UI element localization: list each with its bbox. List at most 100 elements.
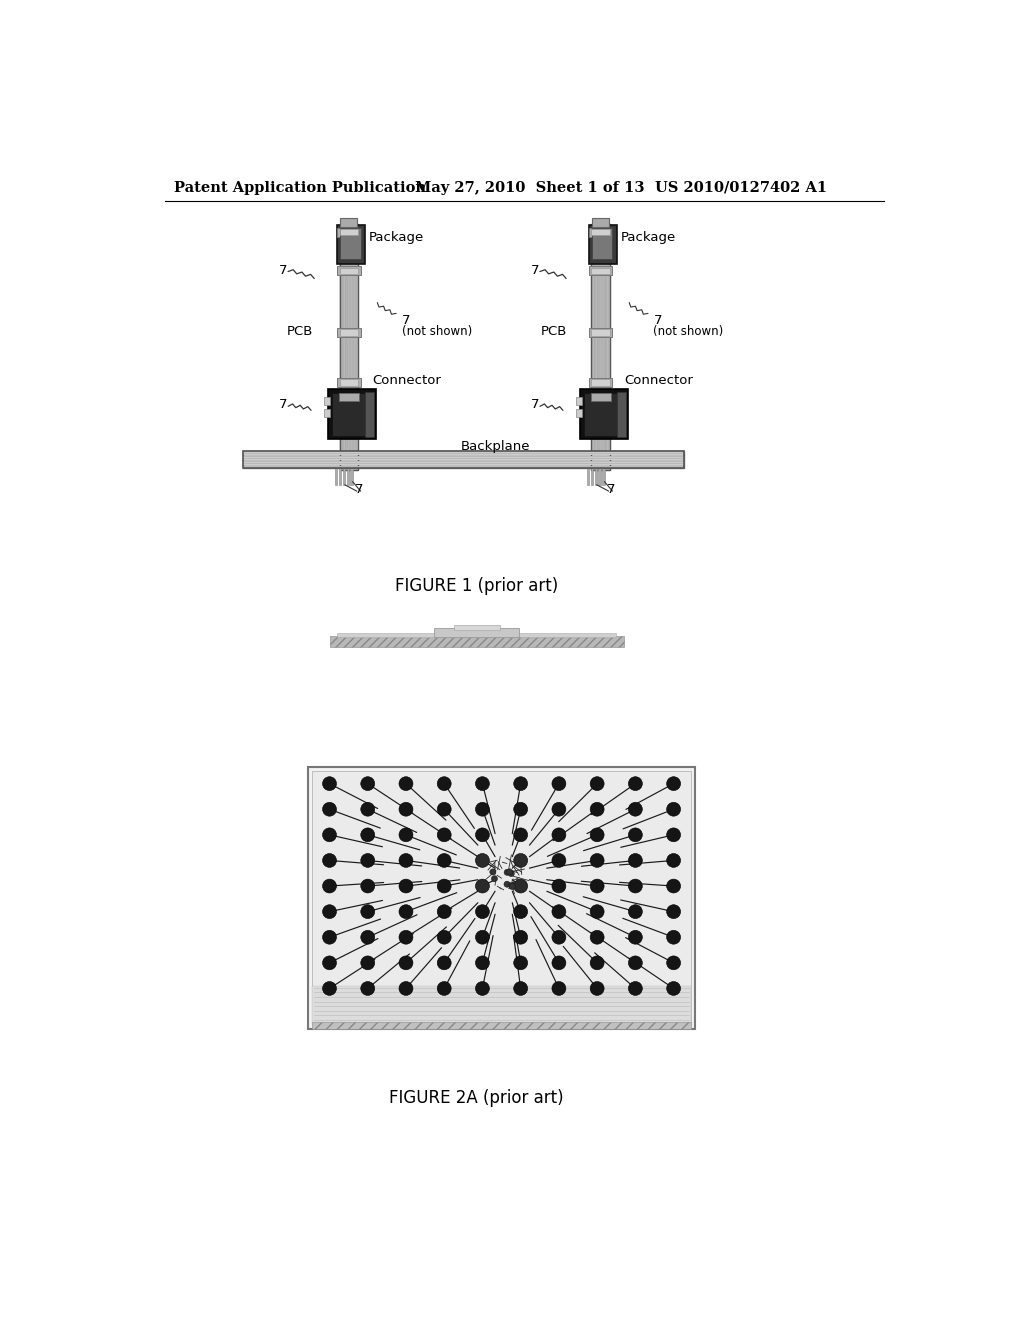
Bar (324, 397, 331, 405)
Bar (340, 330, 358, 335)
Bar (592, 228, 612, 259)
Circle shape (552, 879, 566, 892)
Bar (434, 628, 519, 638)
Circle shape (667, 854, 681, 867)
Circle shape (552, 854, 566, 867)
Text: Patent Application Publication: Patent Application Publication (174, 181, 427, 194)
Circle shape (504, 870, 510, 875)
Bar (332, 393, 371, 436)
Bar (591, 469, 593, 484)
Bar (324, 409, 331, 417)
Bar (589, 327, 612, 337)
Bar (340, 230, 358, 235)
Bar (592, 224, 610, 470)
Circle shape (590, 803, 604, 816)
Circle shape (360, 776, 375, 791)
Circle shape (590, 854, 604, 867)
Circle shape (552, 776, 566, 791)
Circle shape (360, 879, 375, 892)
Bar (580, 389, 628, 440)
Circle shape (323, 982, 337, 995)
Text: US 2010/0127402 A1: US 2010/0127402 A1 (655, 181, 827, 194)
Text: Package: Package (369, 231, 424, 244)
Bar (244, 454, 684, 455)
Circle shape (514, 854, 527, 867)
Circle shape (360, 854, 375, 867)
Circle shape (323, 931, 337, 944)
Bar (589, 378, 612, 387)
Bar (592, 230, 610, 235)
Circle shape (323, 776, 337, 791)
Text: 7: 7 (607, 483, 615, 496)
Bar (340, 379, 358, 385)
Circle shape (475, 904, 489, 919)
Circle shape (629, 828, 642, 842)
Bar (340, 218, 357, 227)
Bar (595, 226, 598, 469)
Text: FIGURE 2A (prior art): FIGURE 2A (prior art) (389, 1089, 564, 1106)
Circle shape (514, 828, 527, 842)
Bar (589, 227, 612, 238)
Bar (592, 330, 610, 335)
Circle shape (399, 828, 413, 842)
Bar (328, 389, 376, 440)
Circle shape (514, 904, 527, 919)
Circle shape (492, 875, 498, 882)
Circle shape (475, 828, 489, 842)
Circle shape (552, 931, 566, 944)
Text: 7: 7 (401, 314, 410, 326)
Bar (592, 224, 610, 470)
Bar (602, 469, 604, 484)
Circle shape (360, 931, 375, 944)
Circle shape (514, 803, 527, 816)
Circle shape (437, 803, 452, 816)
Circle shape (667, 956, 681, 970)
Bar (312, 1022, 690, 1028)
Circle shape (399, 854, 413, 867)
Circle shape (399, 956, 413, 970)
Circle shape (323, 904, 337, 919)
Bar (308, 767, 695, 1028)
Circle shape (552, 982, 566, 995)
Circle shape (360, 904, 375, 919)
Circle shape (590, 879, 604, 892)
Circle shape (437, 879, 452, 892)
Bar (340, 228, 360, 259)
Circle shape (667, 904, 681, 919)
Circle shape (590, 956, 604, 970)
Circle shape (590, 904, 604, 919)
Circle shape (508, 870, 514, 876)
Circle shape (629, 956, 642, 970)
Bar (337, 632, 616, 636)
Circle shape (629, 803, 642, 816)
Circle shape (475, 803, 489, 816)
Bar (592, 268, 610, 275)
Text: 7: 7 (280, 264, 288, 277)
Circle shape (475, 879, 489, 892)
Bar (575, 397, 583, 405)
Circle shape (360, 803, 375, 816)
Circle shape (629, 904, 642, 919)
Bar (598, 226, 600, 469)
Bar (244, 455, 684, 458)
Circle shape (489, 869, 496, 875)
Bar (343, 226, 346, 469)
Circle shape (514, 982, 527, 995)
Circle shape (399, 931, 413, 944)
Text: 7: 7 (531, 264, 540, 277)
Circle shape (667, 931, 681, 944)
Text: Connector: Connector (372, 374, 441, 387)
Bar (244, 463, 684, 465)
Bar (337, 227, 360, 238)
Bar (584, 393, 623, 436)
Circle shape (629, 879, 642, 892)
Text: May 27, 2010  Sheet 1 of 13: May 27, 2010 Sheet 1 of 13 (415, 181, 644, 194)
Bar (243, 451, 684, 469)
Bar (603, 226, 606, 469)
Circle shape (667, 776, 681, 791)
Bar (335, 469, 337, 484)
Bar (349, 226, 351, 469)
Bar (339, 469, 341, 484)
Circle shape (475, 854, 489, 867)
Circle shape (667, 982, 681, 995)
